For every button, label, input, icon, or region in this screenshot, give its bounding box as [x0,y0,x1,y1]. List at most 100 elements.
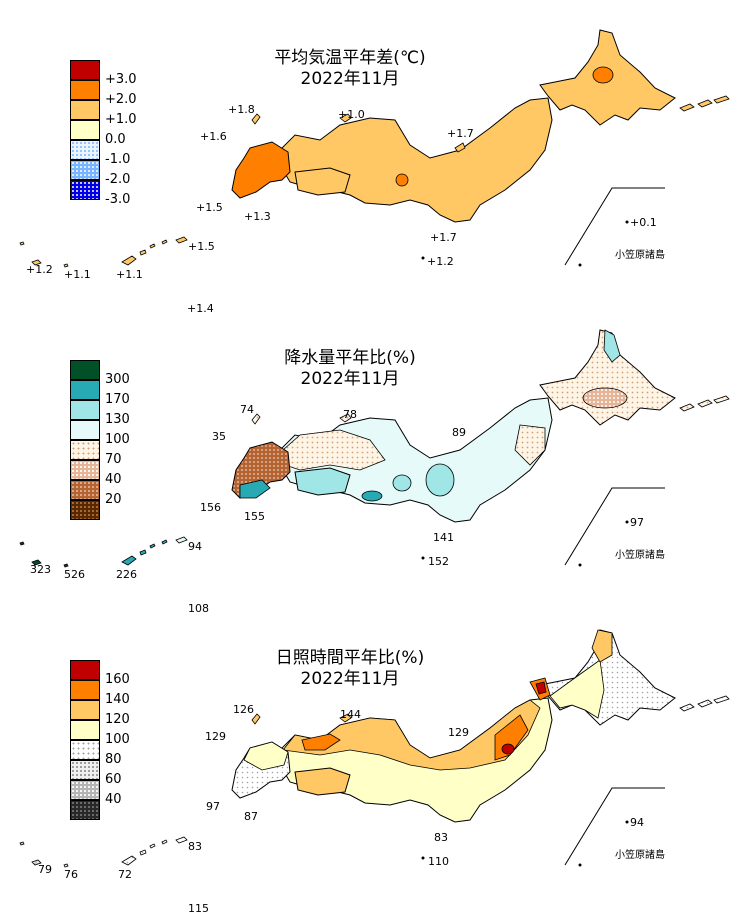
station-value: +1.7 [447,127,474,140]
station-value: 108 [188,602,209,615]
sakishima-islands [19,541,69,568]
station-value: 129 [448,726,469,739]
legend-swatch [70,180,100,200]
legend-swatch [70,660,100,680]
legend-swatch [70,500,100,520]
station-value: 94 [630,816,644,829]
legend-swatch [70,800,100,820]
station-value: +1.4 [187,302,214,315]
legend-label: 40 [105,792,122,807]
kyushu-wet-area [239,479,271,499]
nansei-islands [121,236,188,266]
shikoku-region [294,467,351,496]
legend-swatch [70,360,100,380]
kyushu-region [231,141,291,199]
legend-label: 300 [105,372,130,387]
legend-swatch [70,160,100,180]
sakishima-islands [19,841,69,868]
legend-swatch [70,80,100,100]
kyushu-sunny-area [243,741,289,771]
station-value: +1.8 [228,103,255,116]
station-value: 89 [452,426,466,439]
inset-border [564,787,665,866]
station-value: 74 [240,403,254,416]
tohoku-peak-area [535,681,547,695]
legend-swatch [70,100,100,120]
station-value: +0.1 [630,216,657,229]
station-value: +1.3 [244,210,271,223]
legend-label: 170 [105,392,130,407]
station-value: 156 [200,501,221,514]
hokkaido-bright-area [591,629,613,663]
legend-swatch [70,460,100,480]
sunshine-panel: 日照時間平年比(%) 2022年11月 160 140 120 100 80 6… [0,600,750,915]
legend-swatch [70,420,100,440]
hokkaido-dry-area [582,387,628,409]
station-value: +1.5 [188,240,215,253]
legend-label: 20 [105,492,122,507]
station-value: 72 [118,868,132,881]
panel-title: 降水量平年比(%) 2022年11月 [230,348,470,390]
sakishima-islands [19,241,69,268]
kinki-wet-area [392,474,412,492]
amami-islands [175,536,188,544]
legend-swatch [70,780,100,800]
legend-label: -2.0 [105,172,131,187]
title-date: 2022年11月 [300,369,400,389]
legend-label: -3.0 [105,192,131,207]
hokkaido-sunny-area [549,659,605,719]
station-value: +1.1 [116,268,143,281]
legend-label: 120 [105,712,130,727]
honshu-warm-spot [395,173,409,187]
legend-swatch [70,760,100,780]
station-value: 115 [188,902,209,915]
nansei-islands [121,836,188,866]
panel-title: 日照時間平年比(%) 2022年11月 [230,648,470,690]
peak-sunshine-spot [501,743,515,755]
tsushima-island [251,413,261,425]
oki-island [339,713,352,723]
sunshine-map [19,629,730,868]
legend-label: 160 [105,672,130,687]
oki-island [339,413,352,423]
station-value: +1.2 [26,263,53,276]
shikoku-region [294,767,351,796]
ogasawara-label: 小笠原諸島 [615,850,665,861]
legend-swatch [70,400,100,420]
station-value: 94 [188,540,202,553]
legend-label: +1.0 [105,112,137,127]
honshu-region [279,97,553,223]
tohoku-dry-area [514,424,546,466]
station-value: 35 [212,430,226,443]
inset-border [564,487,665,566]
tsushima-island [251,713,261,725]
legend-label: +3.0 [105,72,137,87]
station-value: 126 [233,703,254,716]
legend-label: 80 [105,752,122,767]
title-variable: 降水量平年比(%) [284,348,416,368]
legend-swatch [70,140,100,160]
shikoku-very-wet-area [361,490,383,502]
legend-label: 130 [105,412,130,427]
legend-label: 100 [105,432,130,447]
station-value: 141 [433,531,454,544]
legend-label: -1.0 [105,152,131,167]
station-value: +1.7 [430,231,457,244]
legend-swatch [70,680,100,700]
station-value: 526 [64,568,85,581]
legend-label: 100 [105,732,130,747]
legend-swatch [70,380,100,400]
station-value: 76 [64,868,78,881]
hokkaido-warm-spot [592,66,614,84]
tsushima-island [251,113,261,125]
legend-label: 40 [105,472,122,487]
legend-swatch [70,440,100,460]
station-value: +1.5 [196,201,223,214]
station-value: 79 [38,863,52,876]
chugoku-bright-area [301,733,341,751]
station-value: 87 [244,810,258,823]
title-date: 2022年11月 [300,69,400,89]
sado-island [454,142,466,153]
station-value: 323 [30,563,51,576]
station-value: 97 [206,800,220,813]
